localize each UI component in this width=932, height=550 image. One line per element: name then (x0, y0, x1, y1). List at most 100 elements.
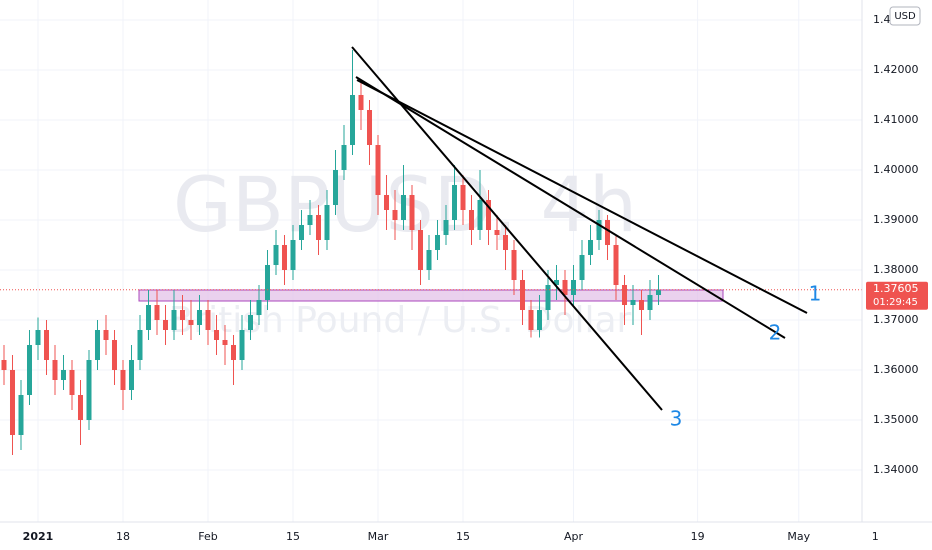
y-tick-label: 1.34000 (873, 463, 919, 476)
candle-body (103, 330, 109, 340)
candle-body (299, 225, 305, 240)
candle-body (418, 230, 424, 270)
candle-body (188, 320, 194, 325)
last-price-label: 1.37605 (873, 282, 919, 295)
annotation-label: 3 (670, 407, 683, 431)
candle-body (452, 185, 458, 220)
y-tick-label: 1.39000 (873, 213, 919, 226)
candle-body (26, 345, 32, 395)
candle-body (316, 215, 322, 240)
candle-body (367, 110, 373, 145)
candle-body (128, 360, 134, 390)
candle-body (375, 145, 381, 195)
candle-body (435, 235, 441, 250)
candle-body (443, 220, 449, 235)
candle-body (528, 310, 534, 330)
candle-body (622, 285, 628, 305)
candle-body (460, 185, 466, 210)
candle-body (111, 340, 117, 370)
countdown-label: 01:29:45 (873, 297, 918, 308)
axes: 1.34000 1.35000 1.36000 1.37000 1.38000 1.390… (23, 13, 928, 543)
candle-body (239, 330, 245, 360)
candle-body (503, 235, 509, 250)
x-tick-label: Apr (564, 530, 584, 543)
candle-body (230, 345, 236, 360)
y-tick-label: 1.36000 (873, 363, 919, 376)
candle-body (196, 310, 202, 325)
x-tick-label: 15 (456, 530, 470, 543)
candle-body (605, 220, 611, 245)
x-tick-label: Mar (368, 530, 389, 543)
candle-body (35, 330, 41, 345)
candle-body (384, 195, 390, 210)
candle-body (392, 210, 398, 220)
candle-body (333, 170, 339, 205)
annotation-label: 2 (769, 321, 782, 345)
candle-body (511, 250, 517, 280)
candle-body (69, 370, 75, 395)
x-tick-label: 18 (116, 530, 130, 543)
support-zone (138, 289, 724, 302)
candle-body (571, 280, 577, 295)
candle-body (324, 205, 330, 240)
candle-body (213, 330, 219, 340)
candle-body (222, 340, 228, 345)
x-tick-label: Feb (198, 530, 217, 543)
candle-body (341, 145, 347, 170)
candle-body (358, 95, 364, 110)
candle-body (179, 310, 185, 320)
candle-body (520, 280, 526, 310)
y-tick-label: 1.40000 (873, 163, 919, 176)
candle-body (401, 195, 407, 220)
candle-body (171, 310, 177, 330)
candle-body (43, 330, 49, 360)
last-price-box (866, 281, 928, 310)
candle-body (477, 200, 483, 230)
candle-body (426, 250, 432, 270)
candle-body (596, 220, 602, 240)
candle-body (205, 310, 211, 330)
candle-body (537, 310, 543, 330)
candle-body (656, 289, 662, 295)
y-tick-label: 1.35000 (873, 413, 919, 426)
x-tick-label: 1 (872, 530, 879, 543)
y-tick-label: 1.41000 (873, 113, 919, 126)
trendline (355, 76, 786, 339)
x-tick-label: May (787, 530, 810, 543)
annotation-label: 1 (809, 282, 822, 306)
candle-body (77, 395, 83, 420)
trendline (351, 46, 663, 411)
candle-body (86, 360, 92, 420)
x-tick-label: 2021 (23, 530, 54, 543)
candle-body (264, 265, 270, 300)
candle-body (162, 320, 168, 330)
watermark-subtitle: British Pound / U.S. Dollar (169, 300, 632, 341)
x-tick-label: 19 (691, 530, 705, 543)
candle-body (60, 370, 66, 380)
currency: USD (894, 11, 916, 22)
candle-body (256, 300, 262, 315)
candle-body (486, 200, 492, 230)
candle-body (290, 240, 296, 270)
candle-body (639, 300, 645, 310)
candle-body (469, 210, 475, 230)
candle-body (94, 330, 100, 360)
candle-body (281, 245, 287, 270)
candle-body (18, 395, 24, 435)
candle-body (247, 315, 253, 330)
candle-body (579, 255, 585, 280)
x-tick-label: 15 (286, 530, 300, 543)
candle-body (154, 305, 160, 320)
currency-box (889, 6, 921, 26)
candle-body (562, 280, 568, 295)
candle-body (613, 245, 619, 285)
candle-body (145, 305, 151, 330)
candle-body (273, 245, 279, 265)
candle-body (588, 240, 594, 255)
candle-body (545, 285, 551, 310)
y-tick-label: 1.37000 (873, 313, 919, 326)
candle-body (630, 300, 636, 305)
candle-body (307, 215, 313, 225)
